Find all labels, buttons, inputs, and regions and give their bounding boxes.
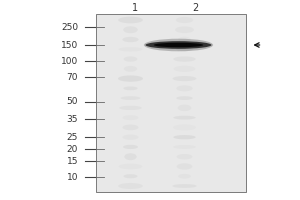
Bar <box>96 127 246 133</box>
Text: 20: 20 <box>67 144 78 154</box>
Bar <box>96 97 246 103</box>
Ellipse shape <box>176 85 193 91</box>
Bar <box>96 145 246 150</box>
Ellipse shape <box>172 76 197 81</box>
Ellipse shape <box>119 106 142 110</box>
Bar <box>96 103 246 109</box>
Ellipse shape <box>173 145 196 149</box>
Ellipse shape <box>124 66 137 72</box>
Ellipse shape <box>123 174 138 178</box>
Bar <box>96 14 246 20</box>
Bar <box>96 115 246 121</box>
Ellipse shape <box>178 105 191 111</box>
Text: 1: 1 <box>132 3 138 13</box>
Ellipse shape <box>123 145 138 149</box>
Bar <box>96 150 246 156</box>
Bar <box>96 26 246 32</box>
Text: 25: 25 <box>67 132 78 142</box>
Ellipse shape <box>173 135 196 139</box>
Ellipse shape <box>123 86 138 90</box>
Ellipse shape <box>144 39 213 51</box>
Bar <box>96 20 246 26</box>
Bar <box>96 91 246 97</box>
Bar <box>96 121 246 127</box>
Ellipse shape <box>118 17 143 23</box>
Ellipse shape <box>124 56 137 62</box>
Ellipse shape <box>177 163 192 170</box>
Ellipse shape <box>146 41 212 49</box>
Bar <box>96 67 246 73</box>
Bar <box>96 186 246 192</box>
Text: 50: 50 <box>67 98 78 106</box>
Bar <box>96 109 246 115</box>
Bar <box>96 168 246 174</box>
Bar <box>96 44 246 50</box>
Text: 35: 35 <box>67 114 78 123</box>
Ellipse shape <box>123 26 138 33</box>
Ellipse shape <box>178 174 191 179</box>
Bar <box>96 139 246 145</box>
Bar <box>96 85 246 91</box>
Text: 100: 100 <box>61 56 78 66</box>
Ellipse shape <box>176 96 193 100</box>
Ellipse shape <box>154 43 203 47</box>
Bar <box>96 180 246 186</box>
Text: 250: 250 <box>61 22 78 31</box>
Bar <box>96 32 246 38</box>
Ellipse shape <box>176 47 194 51</box>
Bar <box>96 14 246 192</box>
Ellipse shape <box>176 17 193 23</box>
Ellipse shape <box>173 116 196 120</box>
Bar <box>96 61 246 67</box>
Ellipse shape <box>175 26 194 33</box>
Bar <box>96 156 246 162</box>
Text: 15: 15 <box>67 156 78 166</box>
Ellipse shape <box>122 115 139 120</box>
Text: 70: 70 <box>67 72 78 82</box>
Ellipse shape <box>118 183 143 189</box>
Ellipse shape <box>177 154 192 159</box>
Ellipse shape <box>118 75 143 82</box>
Ellipse shape <box>124 153 136 160</box>
Bar <box>96 38 246 44</box>
Bar <box>96 50 246 56</box>
Text: 150: 150 <box>61 40 78 49</box>
Bar <box>96 174 246 180</box>
Bar <box>96 73 246 79</box>
Ellipse shape <box>122 37 139 42</box>
Bar <box>96 56 246 61</box>
Ellipse shape <box>122 125 139 130</box>
Ellipse shape <box>173 56 196 62</box>
Ellipse shape <box>172 184 197 188</box>
Bar <box>96 79 246 85</box>
Ellipse shape <box>174 66 195 72</box>
Ellipse shape <box>122 134 139 140</box>
Bar <box>96 162 246 168</box>
Text: 10: 10 <box>67 172 78 182</box>
Text: 2: 2 <box>192 3 198 13</box>
Bar <box>96 133 246 139</box>
Ellipse shape <box>121 96 140 100</box>
